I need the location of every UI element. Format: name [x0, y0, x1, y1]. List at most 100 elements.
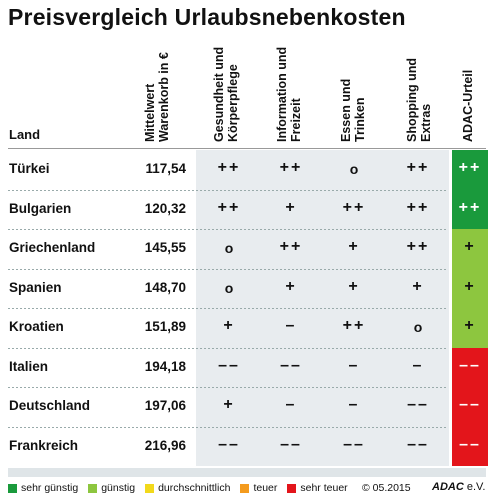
legend-item: sehr günstig: [8, 482, 78, 494]
adac-urteil-mark: +: [464, 317, 476, 334]
rating-mark: ––: [218, 435, 240, 453]
urteil-color-cell: [452, 229, 488, 269]
column-header-1: Gesundheit und Körperpflege: [212, 47, 240, 142]
header-divider: [8, 148, 486, 149]
column-header-4: Shopping und Extras: [405, 58, 433, 142]
adac-urteil-column: [452, 150, 488, 466]
column-header-1-line: Körperpflege: [226, 64, 240, 142]
column-header-price: Mittelwert Warenkorb in €: [143, 52, 171, 142]
adac-urteil-mark: ++: [458, 159, 482, 176]
urteil-color-cell: [452, 150, 488, 190]
price-value: 145,55: [144, 240, 186, 255]
country-name: Spanien: [9, 279, 62, 295]
table-row: Kroatien 151,89 + – ++ o +: [0, 308, 494, 348]
rating-mark: ++: [406, 159, 430, 176]
column-header-2-line: Freizeit: [289, 98, 303, 142]
urteil-color-cell: [452, 347, 488, 388]
legend-swatch: [8, 483, 17, 493]
adac-urteil-mark: ++: [458, 198, 482, 216]
rating-mark: o: [224, 279, 234, 296]
table-row: Deutschland 197,06 + – – –– ––: [0, 387, 494, 427]
price-value: 197,06: [144, 398, 186, 413]
adac-urteil-mark: +: [464, 277, 476, 295]
rating-mark: ++: [217, 159, 241, 176]
rating-mark: –: [348, 356, 360, 374]
price-value: 117,54: [145, 161, 186, 176]
rating-mark: –: [285, 317, 297, 334]
rating-mark: o: [349, 161, 359, 177]
rating-mark: –: [285, 396, 297, 413]
column-header-2-line: Information und: [275, 46, 289, 142]
row-divider: [8, 387, 448, 388]
country-name: Türkei: [9, 161, 50, 176]
rating-mark: +: [285, 198, 297, 216]
urteil-color-cell: [452, 387, 488, 427]
row-divider: [8, 189, 448, 191]
brand-suffix: e.V.: [466, 481, 486, 493]
rating-mark: +: [348, 238, 360, 255]
country-name: Kroatien: [9, 319, 64, 334]
legend-label: günstig: [101, 482, 136, 494]
row-divider: [8, 229, 448, 230]
row-divider: [8, 347, 448, 349]
column-header-price-line: Mittelwert: [143, 83, 157, 142]
legend-swatch: [287, 483, 297, 493]
price-value: 148,70: [144, 279, 186, 295]
rating-mark: ++: [279, 159, 303, 176]
price-value: 120,32: [144, 200, 186, 216]
column-header-3: Essen und Trinken: [339, 79, 367, 142]
urteil-color-cell: [452, 189, 488, 230]
row-divider: [8, 426, 448, 428]
rating-mark: ––: [407, 435, 429, 453]
table-row: Italien 194,18 –– –– – – ––: [0, 348, 494, 388]
rating-mark: ++: [279, 238, 303, 255]
legend: sehr günstig günstig durchschnittlich teuer…: [8, 482, 358, 494]
rating-mark: –: [412, 356, 424, 374]
rating-mark: ++: [406, 238, 430, 255]
legend-swatch: [240, 483, 250, 493]
row-divider: [8, 308, 448, 309]
table-row: Frankreich 216,96 –– –– –– –– ––: [0, 427, 494, 467]
brand: ADAC e.V.: [432, 481, 485, 493]
country-name: Italien: [9, 358, 49, 374]
adac-urteil-mark: ––: [459, 356, 481, 374]
column-header-land: Land: [9, 127, 41, 142]
adac-urteil-mark: ––: [459, 435, 481, 453]
legend-swatch: [88, 483, 98, 493]
column-header-price-line: Warenkorb in €: [157, 52, 171, 142]
rating-mark: ––: [343, 435, 365, 453]
column-header-5: ADAC-Urteil: [461, 70, 475, 142]
country-name: Griechenland: [9, 240, 96, 255]
rating-mark: ++: [217, 198, 241, 216]
brand-logo: ADAC: [432, 481, 464, 493]
country-name: Deutschland: [9, 398, 91, 413]
urteil-color-cell: [452, 268, 488, 309]
rating-mark: ++: [406, 198, 430, 216]
adac-urteil-mark: ––: [459, 396, 481, 413]
copyright: © 05.2015: [362, 482, 411, 494]
rating-mark: –: [348, 396, 360, 413]
rating-mark: +: [285, 277, 297, 295]
page-title: Preisvergleich Urlaubsnebenkosten: [8, 4, 406, 30]
rating-mark: +: [223, 396, 235, 413]
rating-mark: ––: [280, 435, 302, 453]
country-name: Bulgarien: [9, 200, 72, 216]
table-row: Bulgarien 120,32 ++ + ++ ++ ++: [0, 190, 494, 230]
legend-label: sehr teuer: [300, 482, 348, 494]
legend-item: günstig: [88, 482, 135, 494]
column-header-2: Information und Freizeit: [275, 47, 303, 142]
row-divider: [8, 268, 448, 270]
rating-mark: ––: [407, 396, 429, 413]
price-value: 194,18: [144, 358, 186, 374]
legend-label: sehr günstig: [21, 482, 79, 494]
rating-mark: +: [223, 317, 235, 334]
column-header-3-line: Trinken: [353, 97, 367, 142]
table-row: Türkei 117,54 ++ ++ o ++ ++: [0, 150, 494, 190]
rating-mark: ++: [342, 317, 366, 334]
table-row: Spanien 148,70 o + + + +: [0, 269, 494, 309]
rating-mark: ––: [280, 356, 302, 374]
rating-mark: +: [412, 277, 424, 295]
rating-mark: o: [413, 319, 423, 335]
legend-label: teuer: [253, 482, 278, 494]
rating-mark: ––: [218, 356, 240, 374]
